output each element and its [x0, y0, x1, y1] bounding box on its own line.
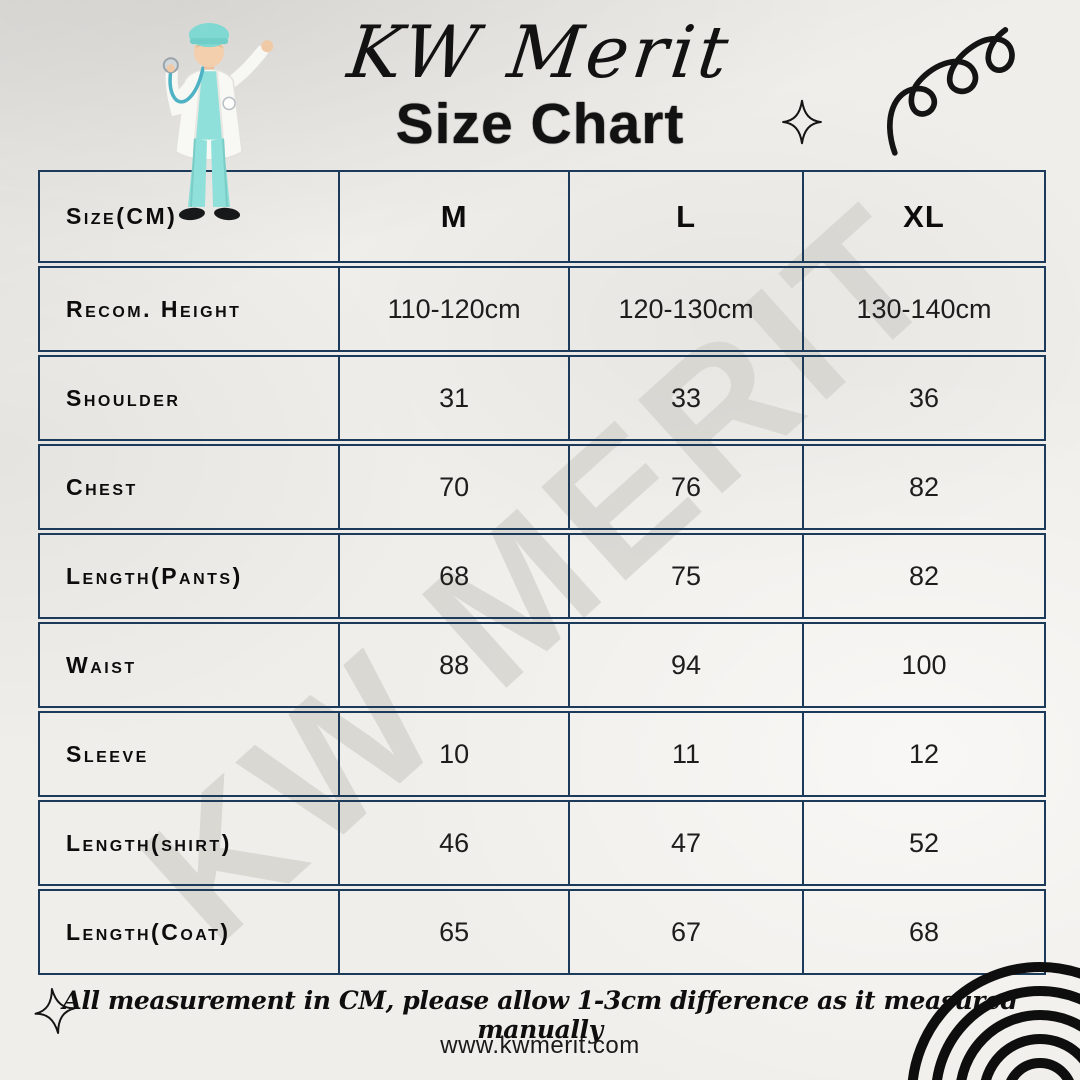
row-label: Length(Coat) — [66, 918, 231, 945]
cell-value: 75 — [568, 535, 802, 617]
cell-value: 68 — [802, 891, 1044, 973]
cell-value: 10 — [338, 713, 568, 795]
cell-value: 12 — [802, 713, 1044, 795]
table-row: Length(Coat) 65 67 68 — [38, 889, 1046, 975]
child-doctor-photo — [162, 23, 274, 221]
size-chart-table: Size(CM) M L XL Recom. Height 110-120cm … — [38, 170, 1046, 975]
squiggle-icon — [887, 27, 1015, 156]
row-label: Shoulder — [66, 384, 181, 411]
cell-value: 100 — [802, 624, 1044, 706]
cell-value: 70 — [338, 446, 568, 528]
cell-value: 120-130cm — [568, 268, 802, 350]
page-title: Size Chart — [395, 92, 685, 156]
column-header-l: L — [568, 172, 802, 261]
cell-value: 82 — [802, 535, 1044, 617]
fingerprint-icon — [907, 962, 1080, 1080]
table-row: Chest 70 76 82 — [38, 444, 1046, 530]
sparkle-icon — [782, 99, 822, 145]
table-header-row: Size(CM) M L XL — [38, 170, 1046, 263]
table-row: Length(Pants) 68 75 82 — [38, 533, 1046, 619]
table-row: Waist 88 94 100 — [38, 622, 1046, 708]
row-label: Chest — [66, 473, 138, 500]
column-header-xl: XL — [802, 172, 1044, 261]
cell-value: 36 — [802, 357, 1044, 439]
row-label: Length(shirt) — [66, 829, 232, 856]
cell-value: 94 — [568, 624, 802, 706]
sparkle-icon — [34, 988, 76, 1034]
cell-value: 33 — [568, 357, 802, 439]
column-header-m: M — [338, 172, 568, 261]
measurement-note: All measurement in CM, please allow 1-3c… — [62, 986, 1018, 1044]
row-label: Sleeve — [66, 740, 149, 767]
cell-value: 76 — [568, 446, 802, 528]
cell-value: 110-120cm — [338, 268, 568, 350]
cell-value: 67 — [568, 891, 802, 973]
cell-value: 47 — [568, 802, 802, 884]
row-label: Waist — [66, 651, 137, 678]
table-row: Shoulder 31 33 36 — [38, 355, 1046, 441]
cell-value: 130-140cm — [802, 268, 1044, 350]
cell-value: 31 — [338, 357, 568, 439]
row-label: Length(Pants) — [66, 562, 243, 589]
cell-value: 88 — [338, 624, 568, 706]
cell-value: 82 — [802, 446, 1044, 528]
cell-value: 46 — [338, 802, 568, 884]
cell-value: 11 — [568, 713, 802, 795]
table-row: Length(shirt) 46 47 52 — [38, 800, 1046, 886]
table-row: Sleeve 10 11 12 — [38, 711, 1046, 797]
cell-value: 65 — [338, 891, 568, 973]
cell-value: 52 — [802, 802, 1044, 884]
row-label: Recom. Height — [66, 295, 242, 322]
header-size-label: Size(CM) — [66, 203, 178, 229]
cell-value: 68 — [338, 535, 568, 617]
website-url: www.kwmerit.com — [440, 1032, 640, 1059]
table-row: Recom. Height 110-120cm 120-130cm 130-14… — [38, 266, 1046, 352]
